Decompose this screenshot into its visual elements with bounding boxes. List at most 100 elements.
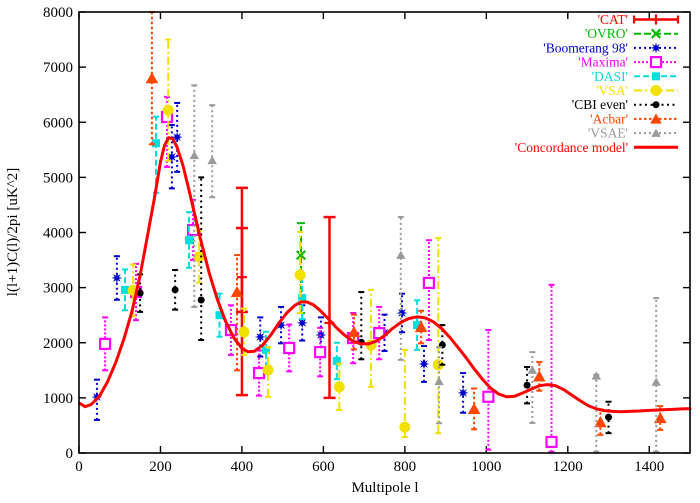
legend-item-vsa: 'VSA' <box>596 83 678 98</box>
maxima-marker <box>314 346 327 359</box>
cat-point <box>235 226 248 397</box>
vsa-marker <box>193 251 205 263</box>
cbi-even-marker <box>171 286 179 294</box>
acbar-marker <box>347 326 361 338</box>
legend-item-concordance-model: 'Concordance model' <box>515 140 678 155</box>
maxima-point <box>283 323 296 373</box>
vsae-marker <box>189 150 200 160</box>
legend-sample-marker <box>651 14 661 25</box>
maxima-marker <box>422 276 435 290</box>
boomerang-98-point <box>396 292 408 334</box>
dasi-point <box>121 268 130 312</box>
maxima-point <box>482 329 495 451</box>
vsae-point <box>651 297 661 453</box>
vsae-point <box>207 104 217 199</box>
legend-sample-marker <box>650 42 662 54</box>
boomerang-98-marker <box>396 307 408 319</box>
dasi-marker <box>298 294 307 303</box>
legend-label: 'CAT' <box>598 12 628 27</box>
vsa-point <box>294 230 306 314</box>
legend-label: 'Boomerang 98' <box>543 40 628 55</box>
boomerang-98-marker <box>296 317 308 329</box>
legend-label: 'DASI' <box>592 69 628 84</box>
y-tick-label: 8000 <box>43 5 73 21</box>
series-vsae <box>189 84 661 453</box>
vsa-point <box>238 307 250 356</box>
dasi-marker <box>121 285 130 294</box>
x-tick-label: 1400 <box>634 459 664 475</box>
vsae-point <box>434 346 444 425</box>
legend-label: 'Acbar' <box>590 111 628 126</box>
maxima-point <box>422 239 435 341</box>
vsa-marker <box>262 364 274 376</box>
vsa-marker <box>333 381 345 393</box>
vsae-marker <box>396 250 406 259</box>
plot-border <box>78 11 691 454</box>
acbar-marker <box>230 286 244 298</box>
acbar-point <box>467 387 481 431</box>
x-tick-label: 1200 <box>553 459 583 475</box>
legend-item-boomerang-98: 'Boomerang 98' <box>543 40 678 55</box>
cbi-even-marker <box>136 289 144 297</box>
series-cbi-even <box>136 176 613 435</box>
y-tick-label: 3000 <box>43 281 73 297</box>
maxima-point <box>545 283 558 453</box>
legend-sample-marker <box>650 113 662 124</box>
vsae-marker <box>651 377 661 386</box>
boomerang-98-marker <box>457 387 469 399</box>
legend-label: 'VSAE' <box>588 126 628 141</box>
legend-item-cat: 'CAT' <box>598 12 680 27</box>
series-concordance-model <box>78 136 692 414</box>
legend-item-vsae: 'VSAE' <box>588 126 678 141</box>
dasi-marker <box>184 236 193 245</box>
maxima-marker <box>283 341 296 355</box>
x-tick-label: 800 <box>394 459 417 475</box>
vsa-point <box>262 346 274 398</box>
legend-sample-marker <box>649 55 663 69</box>
boomerang-98-point <box>111 255 123 301</box>
legend-label: 'OVRO' <box>585 26 628 41</box>
vsa-marker <box>294 269 306 281</box>
acbar-point <box>230 254 244 372</box>
legend-label: 'CBI even' <box>572 97 628 112</box>
boomerang-98-point <box>457 372 469 414</box>
x-tick-label: 1000 <box>471 459 501 475</box>
legend-label: 'Maxima' <box>578 55 628 70</box>
y-tick-label: 2000 <box>43 336 73 352</box>
x-axis-label: Multipole l <box>351 480 418 496</box>
x-tick-label: 0 <box>75 459 83 475</box>
vsae-point <box>396 216 406 361</box>
dasi-marker <box>332 356 341 365</box>
dasi-marker <box>413 321 422 330</box>
boomerang-98-marker <box>418 358 430 370</box>
vsa-point <box>432 237 444 435</box>
legend-item-cbi-even: 'CBI even' <box>572 97 678 112</box>
vsae-marker <box>207 155 217 165</box>
legend-label: 'Concordance model' <box>515 140 628 155</box>
vsa-point <box>399 348 411 439</box>
dasi-marker <box>261 345 270 354</box>
y-tick-label: 0 <box>66 446 74 462</box>
dasi-marker <box>151 139 160 148</box>
cbi-even-point <box>197 176 205 341</box>
vsa-point <box>333 362 345 412</box>
legend-sample-marker <box>652 72 660 81</box>
legend: 'CAT''OVRO''Boomerang 98''Maxima''DASI''… <box>515 12 680 155</box>
acbar-marker <box>467 402 481 414</box>
legend-item-acbar: 'Acbar' <box>590 111 678 126</box>
vsa-marker <box>399 421 411 433</box>
boomerang-98-marker <box>111 272 123 284</box>
maxima-marker <box>545 435 558 449</box>
model-curve <box>78 136 692 414</box>
cbi-even-marker <box>605 413 613 421</box>
acbar-marker <box>594 416 607 428</box>
maxima-marker <box>98 337 112 350</box>
vsa-marker <box>162 104 174 116</box>
dasi-point <box>332 341 341 381</box>
legend-item-ovro: 'OVRO' <box>585 26 678 41</box>
vsae-marker <box>527 365 538 374</box>
y-tick-label: 1000 <box>43 391 73 407</box>
